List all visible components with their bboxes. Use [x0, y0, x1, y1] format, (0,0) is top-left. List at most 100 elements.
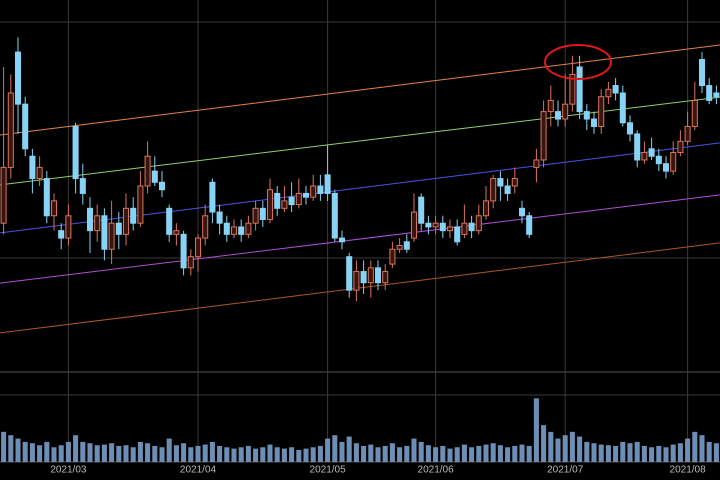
- volume-bar: [130, 447, 136, 462]
- volume-bar: [123, 445, 129, 462]
- candle-body: [396, 245, 403, 250]
- candle-body: [187, 256, 194, 269]
- volume-bar: [80, 441, 86, 462]
- candle-body: [158, 181, 166, 191]
- trend-line: [0, 242, 720, 334]
- candle-body: [662, 163, 670, 172]
- volume-bar: [620, 441, 626, 462]
- candle-body: [29, 155, 36, 180]
- volume-panel: [1, 398, 719, 462]
- volume-bar: [137, 441, 143, 462]
- volume-bar: [382, 445, 388, 462]
- candle-body: [497, 178, 504, 187]
- candle-body: [86, 207, 94, 232]
- volume-bar: [562, 435, 568, 462]
- volume-bar: [181, 443, 187, 462]
- volume-bar: [159, 447, 165, 462]
- candle-body: [569, 73, 576, 105]
- volume-bar: [325, 438, 331, 462]
- volume-bar: [663, 447, 669, 462]
- volume-bar: [224, 447, 230, 462]
- candle-body: [115, 222, 122, 235]
- volume-bar: [209, 441, 215, 462]
- candle-body: [14, 51, 22, 105]
- candle-body: [403, 241, 410, 250]
- candle-body: [331, 192, 338, 239]
- volume-bar: [1, 431, 7, 462]
- volume-bar: [58, 445, 64, 462]
- volume-bar: [15, 438, 21, 462]
- candle-body: [288, 196, 295, 206]
- volume-bar: [541, 425, 547, 462]
- candle-body: [252, 207, 259, 224]
- candle-body: [65, 215, 72, 239]
- candle-body: [259, 207, 266, 220]
- candle-body: [324, 174, 331, 194]
- x-tick-label: 2021/07: [547, 465, 584, 476]
- volume-bar: [253, 448, 259, 462]
- candle-body: [641, 152, 648, 161]
- x-axis: 2021/03 2021/04 2021/05 2021/06 2021/07 2021/…: [50, 465, 706, 476]
- candle-body: [583, 111, 590, 120]
- candle-body: [490, 178, 497, 202]
- volume-bar: [44, 441, 50, 462]
- candle-body: [36, 166, 43, 180]
- candle-body: [504, 185, 511, 194]
- candle-body: [634, 133, 641, 161]
- volume-bar: [195, 445, 201, 462]
- volume-bar: [397, 447, 403, 462]
- volume-bar: [317, 445, 323, 462]
- volume-bar: [332, 435, 338, 462]
- candle-body: [7, 92, 14, 168]
- candle-body: [58, 230, 65, 239]
- volume-bar: [245, 445, 251, 462]
- volume-bar: [454, 447, 460, 462]
- candle-body: [547, 99, 554, 113]
- candle-body: [698, 59, 706, 87]
- candle-body: [382, 271, 389, 284]
- candle-body: [367, 267, 374, 284]
- volume-bar: [260, 447, 266, 462]
- volume-bar: [281, 448, 287, 462]
- candle-body: [144, 155, 151, 187]
- volume-bar: [73, 435, 79, 462]
- volume-bar: [166, 438, 172, 462]
- volume-bar: [22, 441, 28, 462]
- volume-bar: [425, 445, 431, 462]
- volume-bar: [692, 431, 698, 462]
- volume-bar: [411, 438, 417, 462]
- x-tick-label: 2021/04: [180, 465, 217, 476]
- candle-body: [389, 248, 396, 265]
- volume-bar: [217, 445, 223, 462]
- candle-body: [439, 222, 446, 232]
- candle-body: [0, 166, 7, 224]
- volume-bar: [605, 445, 611, 462]
- volume-bar: [548, 431, 554, 462]
- volume-bar: [274, 447, 280, 462]
- candle-body: [22, 103, 29, 150]
- candle-body: [310, 185, 317, 198]
- candle-body: [619, 92, 626, 124]
- volume-bar: [677, 443, 683, 462]
- candle-body: [468, 222, 475, 232]
- candle-body: [94, 215, 101, 232]
- candle-body: [317, 185, 324, 194]
- volume-bar: [202, 444, 208, 462]
- candle-body: [598, 96, 605, 127]
- candle-body: [475, 215, 482, 232]
- candle-body: [151, 170, 158, 183]
- candle-body: [590, 118, 598, 127]
- candle-body: [130, 207, 137, 224]
- volume-bar: [87, 443, 93, 462]
- candle-body: [454, 226, 461, 243]
- volume-bar: [267, 444, 273, 462]
- volume-bar: [8, 435, 14, 462]
- candle-body: [605, 88, 612, 98]
- candle-body: [173, 230, 180, 235]
- candle-body: [684, 125, 691, 142]
- candle-body: [238, 226, 245, 235]
- candle-body: [216, 211, 223, 224]
- candle-body: [180, 233, 187, 269]
